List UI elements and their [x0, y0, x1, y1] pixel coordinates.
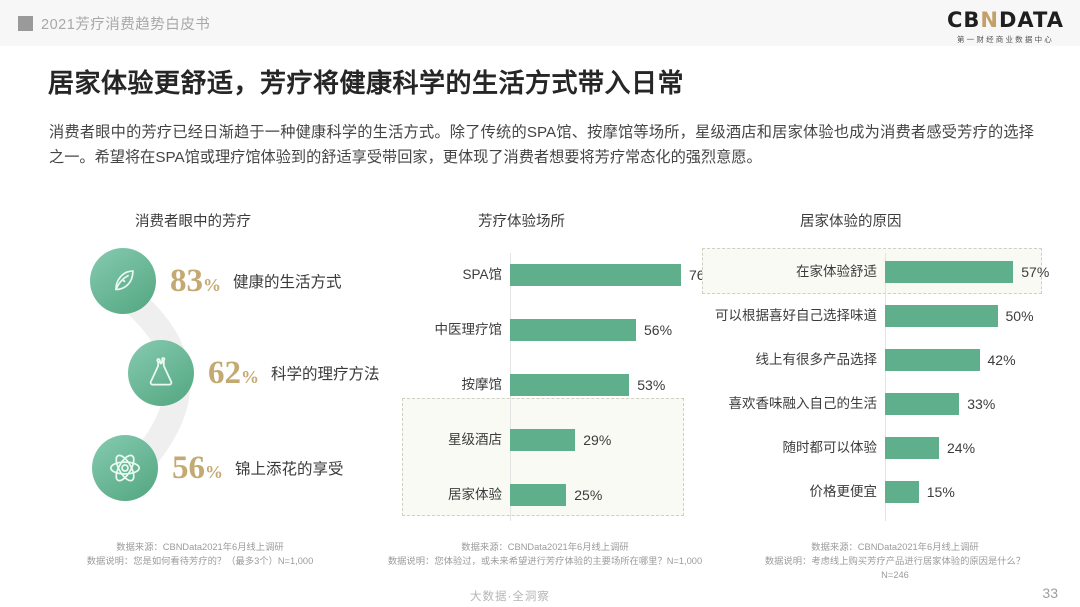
- bar-category-label: 可以根据喜好自己选择味道: [715, 308, 877, 323]
- bar: [885, 349, 980, 371]
- bar-value-label: 57%: [1021, 264, 1050, 280]
- bar-value-label: 33%: [967, 396, 996, 412]
- bar: [885, 437, 939, 459]
- percent-sign: %: [203, 274, 221, 295]
- stat-item: 56% 锦上添花的享受: [92, 435, 344, 501]
- footnote-desc: 数据说明：考虑线上购买芳疗产品进行居家体验的原因是什么？: [764, 556, 1026, 566]
- logo-subtitle: 第一财经商业数据中心: [956, 35, 1054, 44]
- bar: [885, 393, 960, 415]
- bar-category-label: 中医理疗馆: [434, 322, 503, 337]
- section-heading-right: 居家体验的原因: [800, 214, 902, 230]
- footnote-source: 数据来源：CBNData2021年6月线上调研: [811, 542, 979, 552]
- bar-value-label: 56%: [644, 322, 673, 338]
- logo-part-x: N: [980, 8, 999, 32]
- bar: [510, 484, 567, 506]
- footnote-middle: 数据来源：CBNData2021年6月线上调研 数据说明：您体验过，或未来希望进…: [360, 540, 730, 568]
- bar-chart-reasons: 在家体验舒适 57% 可以根据喜好自己选择味道 50% 线上有很多产品选择 42% 喜欢香味…: [700, 248, 1049, 525]
- bar-value-label: 42%: [987, 352, 1016, 368]
- bar: [510, 264, 681, 286]
- section-heading-middle: 芳疗体验场所: [478, 214, 565, 230]
- footnote-desc: 数据说明：您是如何看待芳疗的？（最多3个）N=1,000: [86, 556, 314, 566]
- bar-category-label: 价格更便宜: [809, 484, 878, 499]
- percent-sign: %: [241, 366, 259, 387]
- leaf-icon: [90, 248, 156, 314]
- stat-label: 健康的生活方式: [233, 274, 342, 291]
- bar-value-label: 50%: [1005, 308, 1034, 324]
- header-brand: 2021芳疗消费趋势白皮书: [18, 13, 210, 34]
- bar: [510, 429, 576, 451]
- logo-part-b: DATA: [998, 8, 1064, 32]
- footnote-right: 数据来源：CBNData2021年6月线上调研 数据说明：考虑线上购买芳疗产品进…: [720, 540, 1070, 582]
- stat-item: 62% 科学的理疗方法: [128, 340, 380, 406]
- bar-value-label: 15%: [926, 484, 955, 500]
- flask-icon: [128, 340, 194, 406]
- stat-value: 56%: [172, 449, 223, 486]
- chart-axis-line: [885, 253, 886, 521]
- logo-wordmark: CBNDATA: [947, 8, 1064, 32]
- bar-value-label: 29%: [583, 432, 612, 448]
- page-number: 33: [1042, 585, 1058, 601]
- bar-category-label: 按摩馆: [461, 377, 503, 392]
- footnote-desc: 数据说明：您体验过，或未来希望进行芳疗体验的主要场所在哪里？N=1,000: [387, 556, 703, 566]
- page-title: 居家体验更舒适，芳疗将健康科学的生活方式带入日常: [48, 68, 685, 98]
- footer-tagline: 大数据·全洞察: [470, 591, 550, 603]
- bar-category-label: 在家体验舒适: [796, 264, 877, 279]
- bar-category-label: SPA馆: [462, 267, 502, 282]
- stat-value: 62%: [208, 354, 259, 391]
- cbndata-logo: CBNDATA 第一财经商业数据中心: [947, 8, 1064, 45]
- bar: [510, 319, 636, 341]
- bar: [510, 374, 630, 396]
- square-marker-icon: [18, 16, 33, 31]
- intro-paragraph: 消费者眼中的芳疗已经日渐趋于一种健康科学的生活方式。除了传统的SPA馆、按摩馆等…: [49, 124, 1034, 166]
- footnote-left: 数据来源：CBNData2021年6月线上调研 数据说明：您是如何看待芳疗的？（…: [30, 540, 370, 568]
- atom-icon: [92, 435, 158, 501]
- percent-sign: %: [205, 461, 223, 482]
- bar-value-label: 53%: [637, 377, 666, 393]
- bar-category-label: 居家体验: [448, 487, 502, 502]
- bar: [885, 305, 998, 327]
- report-title: 2021芳疗消费趋势白皮书: [41, 17, 211, 33]
- bar: [885, 261, 1014, 283]
- bar-category-label: 星级酒店: [448, 432, 502, 447]
- bar: [885, 481, 919, 503]
- bar-value-label: 25%: [574, 487, 603, 503]
- bar-value-label: 24%: [947, 440, 976, 456]
- stat-value: 83%: [170, 262, 221, 299]
- stat-item: 83% 健康的生活方式: [90, 248, 342, 314]
- bar-category-label: 线上有很多产品选择: [755, 352, 878, 367]
- stat-label: 锦上添花的享受: [235, 461, 344, 478]
- icon-stats-group: 83% 健康的生活方式 62% 科学的理疗方法 56% 锦上添花的享受: [40, 243, 380, 513]
- logo-part-a: CB: [946, 8, 981, 32]
- stat-label: 科学的理疗方法: [271, 366, 380, 383]
- footnote-source: 数据来源：CBNData2021年6月线上调研: [461, 542, 629, 552]
- bar-category-label: 喜欢香味融入自己的生活: [728, 396, 878, 411]
- bar-category-label: 随时都可以体验: [782, 440, 878, 455]
- section-heading-left: 消费者眼中的芳疗: [135, 214, 251, 230]
- footnote-source: 数据来源：CBNData2021年6月线上调研: [116, 542, 284, 552]
- footnote-sample-size: N=246: [881, 570, 909, 580]
- top-header-bar: 2021芳疗消费趋势白皮书 CBNDATA 第一财经商业数据中心: [0, 0, 1080, 46]
